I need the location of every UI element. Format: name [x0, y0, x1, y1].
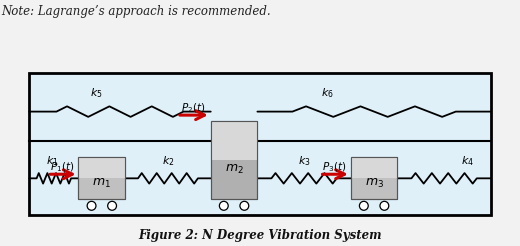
Text: $P_3(t)$: $P_3(t)$ — [322, 160, 347, 174]
Bar — [351, 157, 397, 178]
Text: $k_3$: $k_3$ — [298, 154, 310, 168]
Text: $k_2$: $k_2$ — [162, 154, 174, 168]
Text: Figure 2: N Degree Vibration System: Figure 2: N Degree Vibration System — [138, 230, 382, 243]
Circle shape — [359, 201, 368, 210]
Text: Note: Lagrange’s approach is recommended.: Note: Lagrange’s approach is recommended… — [2, 5, 271, 18]
Bar — [211, 121, 257, 200]
Bar — [79, 157, 125, 200]
Bar — [79, 157, 125, 178]
Bar — [211, 121, 257, 160]
Bar — [351, 157, 397, 200]
Circle shape — [87, 201, 96, 210]
Text: $m_2$: $m_2$ — [225, 163, 243, 176]
Text: $k_5$: $k_5$ — [90, 86, 103, 100]
Circle shape — [219, 201, 228, 210]
Text: $k_1$: $k_1$ — [46, 154, 59, 168]
Bar — [29, 73, 491, 215]
Bar — [351, 157, 397, 200]
Text: $m_1$: $m_1$ — [93, 177, 111, 190]
Circle shape — [108, 201, 116, 210]
Text: $k_4$: $k_4$ — [461, 154, 474, 168]
Bar — [79, 157, 125, 200]
Text: $k_6$: $k_6$ — [321, 86, 334, 100]
Circle shape — [380, 201, 389, 210]
Text: $P_1(t)$: $P_1(t)$ — [50, 160, 74, 174]
Text: $P_2(t)$: $P_2(t)$ — [180, 101, 205, 115]
Text: $m_3$: $m_3$ — [365, 177, 384, 190]
Bar — [211, 121, 257, 200]
Circle shape — [240, 201, 249, 210]
